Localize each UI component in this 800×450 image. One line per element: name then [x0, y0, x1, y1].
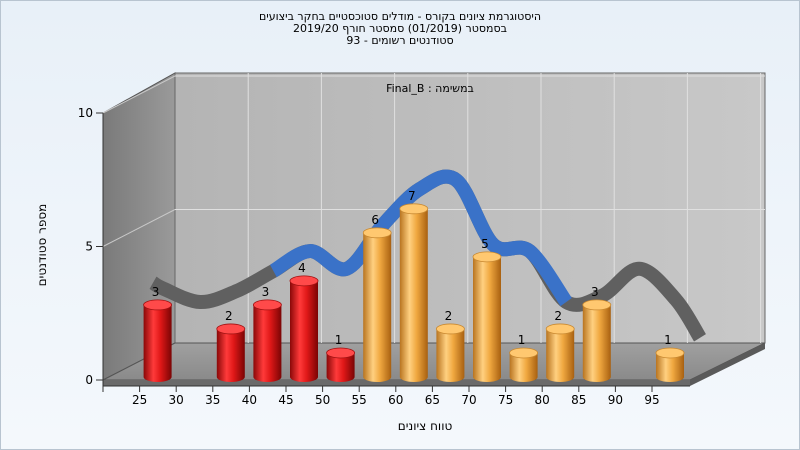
- wall-gridline-h: [102, 209, 176, 247]
- x-tick-label: 55: [352, 393, 367, 407]
- x-tick-label: 25: [132, 393, 147, 407]
- x-tick-label: 80: [535, 393, 550, 407]
- bar-top: [143, 299, 173, 311]
- bar-body: [509, 352, 538, 382]
- bar-body: [253, 304, 282, 382]
- bar-value-label: 5: [481, 237, 489, 251]
- bar-top: [216, 323, 246, 335]
- bar-body: [216, 328, 245, 382]
- bar-value-label: 3: [262, 285, 270, 299]
- bar-body: [436, 328, 465, 382]
- bar-55: [362, 227, 392, 382]
- x-tick-label: 85: [571, 393, 586, 407]
- bar-top: [399, 203, 429, 215]
- bar-top: [435, 323, 465, 335]
- bar-value-label: 4: [298, 261, 306, 275]
- chart-floor-side-edge: [690, 343, 765, 386]
- x-tick-label: 50: [315, 393, 330, 407]
- bar-65: [435, 323, 465, 382]
- bar-75: [509, 347, 538, 382]
- bar-top: [655, 347, 685, 359]
- y-tick-label: 10: [78, 106, 93, 120]
- y-tick-label: 0: [85, 373, 93, 387]
- bar-value-label: 1: [518, 333, 526, 347]
- chart-title-line-2: בסמסטר (01/2019) סמסטר חורף 2019/20: [293, 22, 507, 35]
- bar-top: [509, 347, 538, 359]
- bar-body: [399, 208, 428, 382]
- chart-title-line-3: סטודנטים רשומים - 93: [346, 34, 454, 47]
- bar-top: [362, 227, 392, 239]
- bar-70: [472, 251, 502, 382]
- x-tick-label: 95: [644, 393, 659, 407]
- bar-50: [326, 347, 356, 382]
- bar-40: [252, 299, 282, 382]
- bar-80: [545, 323, 575, 382]
- bar-body: [473, 256, 501, 382]
- x-tick-label: 65: [425, 393, 440, 407]
- chart-subtitle: במשימה : Final_B: [386, 82, 474, 95]
- bar-value-label: 7: [408, 189, 416, 203]
- bar-value-label: 3: [152, 285, 160, 299]
- bar-25: [143, 299, 173, 382]
- bar-body: [582, 304, 611, 382]
- bar-body: [656, 352, 684, 382]
- bar-body: [546, 328, 575, 382]
- y-tick-label: 5: [85, 240, 93, 254]
- bar-body: [290, 280, 318, 382]
- x-axis-label: טווח ציונים: [398, 419, 453, 433]
- bar-body: [363, 232, 392, 382]
- x-tick-label: 45: [278, 393, 293, 407]
- chart-floor-edge: [103, 380, 690, 386]
- bar-body: [326, 352, 355, 382]
- bar-body: [143, 304, 172, 382]
- x-tick-label: 75: [498, 393, 513, 407]
- x-tick-label: 70: [461, 393, 476, 407]
- bar-top: [252, 299, 282, 311]
- x-tick-label: 40: [242, 393, 257, 407]
- chart-title-line-1: היסטוגרמת ציונים בקורס - מודלים סטוכסטיי…: [258, 10, 542, 23]
- bar-95: [655, 347, 685, 382]
- bar-60: [399, 203, 429, 382]
- x-tick-label: 90: [608, 393, 623, 407]
- bar-value-label: 2: [554, 309, 562, 323]
- bar-top: [545, 323, 575, 335]
- bar-35: [216, 323, 246, 382]
- x-tick-label: 35: [205, 393, 220, 407]
- y-axis-label: מספר סטודנטים: [35, 204, 49, 287]
- bar-top: [289, 275, 319, 287]
- bar-value-label: 6: [371, 213, 379, 227]
- bar-value-label: 3: [591, 285, 599, 299]
- bar-value-label: 1: [664, 333, 672, 347]
- bar-85: [582, 299, 612, 382]
- bar-top: [326, 347, 356, 359]
- bar-value-label: 2: [445, 309, 453, 323]
- bar-top: [472, 251, 502, 263]
- x-tick-label: 30: [169, 393, 184, 407]
- x-tick-label: 60: [388, 393, 403, 407]
- wall-gridline-h: [102, 75, 176, 114]
- bar-value-label: 1: [335, 333, 343, 347]
- trend-band: [269, 169, 573, 307]
- bar-value-label: 2: [225, 309, 233, 323]
- bar-top: [582, 299, 612, 311]
- bar-45: [289, 275, 319, 382]
